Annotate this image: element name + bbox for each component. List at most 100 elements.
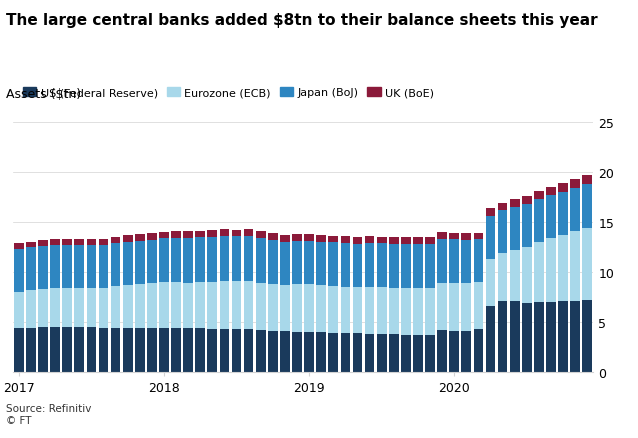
- Bar: [159, 233, 169, 239]
- Bar: [171, 238, 181, 283]
- Bar: [461, 233, 471, 240]
- Bar: [570, 301, 580, 372]
- Bar: [558, 236, 568, 302]
- Bar: [268, 285, 278, 331]
- Bar: [413, 335, 423, 372]
- Bar: [413, 244, 423, 288]
- Bar: [14, 244, 24, 249]
- Bar: [473, 283, 483, 329]
- Bar: [135, 234, 145, 241]
- Bar: [135, 284, 145, 328]
- Bar: [510, 301, 519, 372]
- Bar: [401, 288, 411, 335]
- Bar: [87, 328, 96, 372]
- Bar: [147, 283, 157, 328]
- Bar: [38, 240, 48, 246]
- Bar: [473, 240, 483, 283]
- Bar: [123, 242, 133, 285]
- Bar: [135, 328, 145, 372]
- Bar: [522, 247, 531, 303]
- Bar: [534, 243, 544, 303]
- Bar: [461, 240, 471, 284]
- Bar: [63, 328, 72, 372]
- Bar: [26, 242, 36, 247]
- Bar: [135, 241, 145, 284]
- Bar: [26, 328, 36, 372]
- Bar: [195, 238, 205, 283]
- Bar: [123, 236, 133, 242]
- Bar: [437, 331, 447, 372]
- Bar: [582, 228, 592, 300]
- Bar: [341, 287, 350, 333]
- Bar: [329, 333, 338, 372]
- Text: Assets ($tn): Assets ($tn): [6, 88, 82, 101]
- Bar: [207, 237, 217, 283]
- Bar: [401, 335, 411, 372]
- Bar: [546, 239, 556, 302]
- Bar: [26, 247, 36, 290]
- Bar: [425, 237, 435, 244]
- Bar: [75, 289, 84, 328]
- Bar: [449, 233, 459, 240]
- Bar: [510, 208, 519, 251]
- Bar: [486, 306, 495, 372]
- Bar: [232, 282, 241, 329]
- Bar: [341, 237, 350, 244]
- Bar: [365, 237, 375, 244]
- Bar: [461, 331, 471, 372]
- Bar: [522, 196, 531, 204]
- Bar: [570, 232, 580, 301]
- Bar: [219, 237, 229, 282]
- Bar: [498, 301, 507, 372]
- Bar: [292, 285, 302, 332]
- Bar: [111, 237, 121, 244]
- Bar: [461, 284, 471, 331]
- Bar: [268, 331, 278, 372]
- Bar: [425, 335, 435, 372]
- Bar: [377, 334, 387, 372]
- Bar: [353, 244, 362, 287]
- Bar: [341, 333, 350, 372]
- Bar: [401, 237, 411, 244]
- Bar: [183, 239, 193, 283]
- Bar: [232, 329, 241, 372]
- Bar: [365, 287, 375, 334]
- Bar: [377, 237, 387, 244]
- Bar: [111, 328, 121, 372]
- Text: Source: Refinitiv
© FT: Source: Refinitiv © FT: [6, 403, 92, 425]
- Bar: [522, 204, 531, 247]
- Bar: [232, 237, 241, 282]
- Bar: [268, 234, 278, 240]
- Bar: [207, 329, 217, 372]
- Bar: [183, 328, 193, 372]
- Bar: [437, 283, 447, 331]
- Bar: [147, 328, 157, 372]
- Bar: [570, 180, 580, 188]
- Bar: [280, 236, 290, 242]
- Bar: [99, 246, 108, 289]
- Bar: [244, 282, 253, 329]
- Bar: [195, 283, 205, 328]
- Bar: [510, 251, 519, 301]
- Bar: [159, 328, 169, 372]
- Bar: [63, 246, 72, 289]
- Bar: [413, 288, 423, 335]
- Bar: [207, 283, 217, 329]
- Bar: [534, 303, 544, 372]
- Bar: [486, 216, 495, 259]
- Bar: [183, 232, 193, 239]
- Bar: [316, 332, 326, 372]
- Bar: [171, 232, 181, 238]
- Bar: [389, 237, 399, 244]
- Bar: [365, 334, 375, 372]
- Bar: [159, 239, 169, 283]
- Bar: [87, 240, 96, 246]
- Bar: [147, 240, 157, 283]
- Bar: [304, 234, 314, 241]
- Bar: [425, 244, 435, 288]
- Bar: [26, 290, 36, 328]
- Bar: [486, 209, 495, 216]
- Bar: [449, 284, 459, 331]
- Bar: [329, 243, 338, 286]
- Bar: [50, 240, 60, 246]
